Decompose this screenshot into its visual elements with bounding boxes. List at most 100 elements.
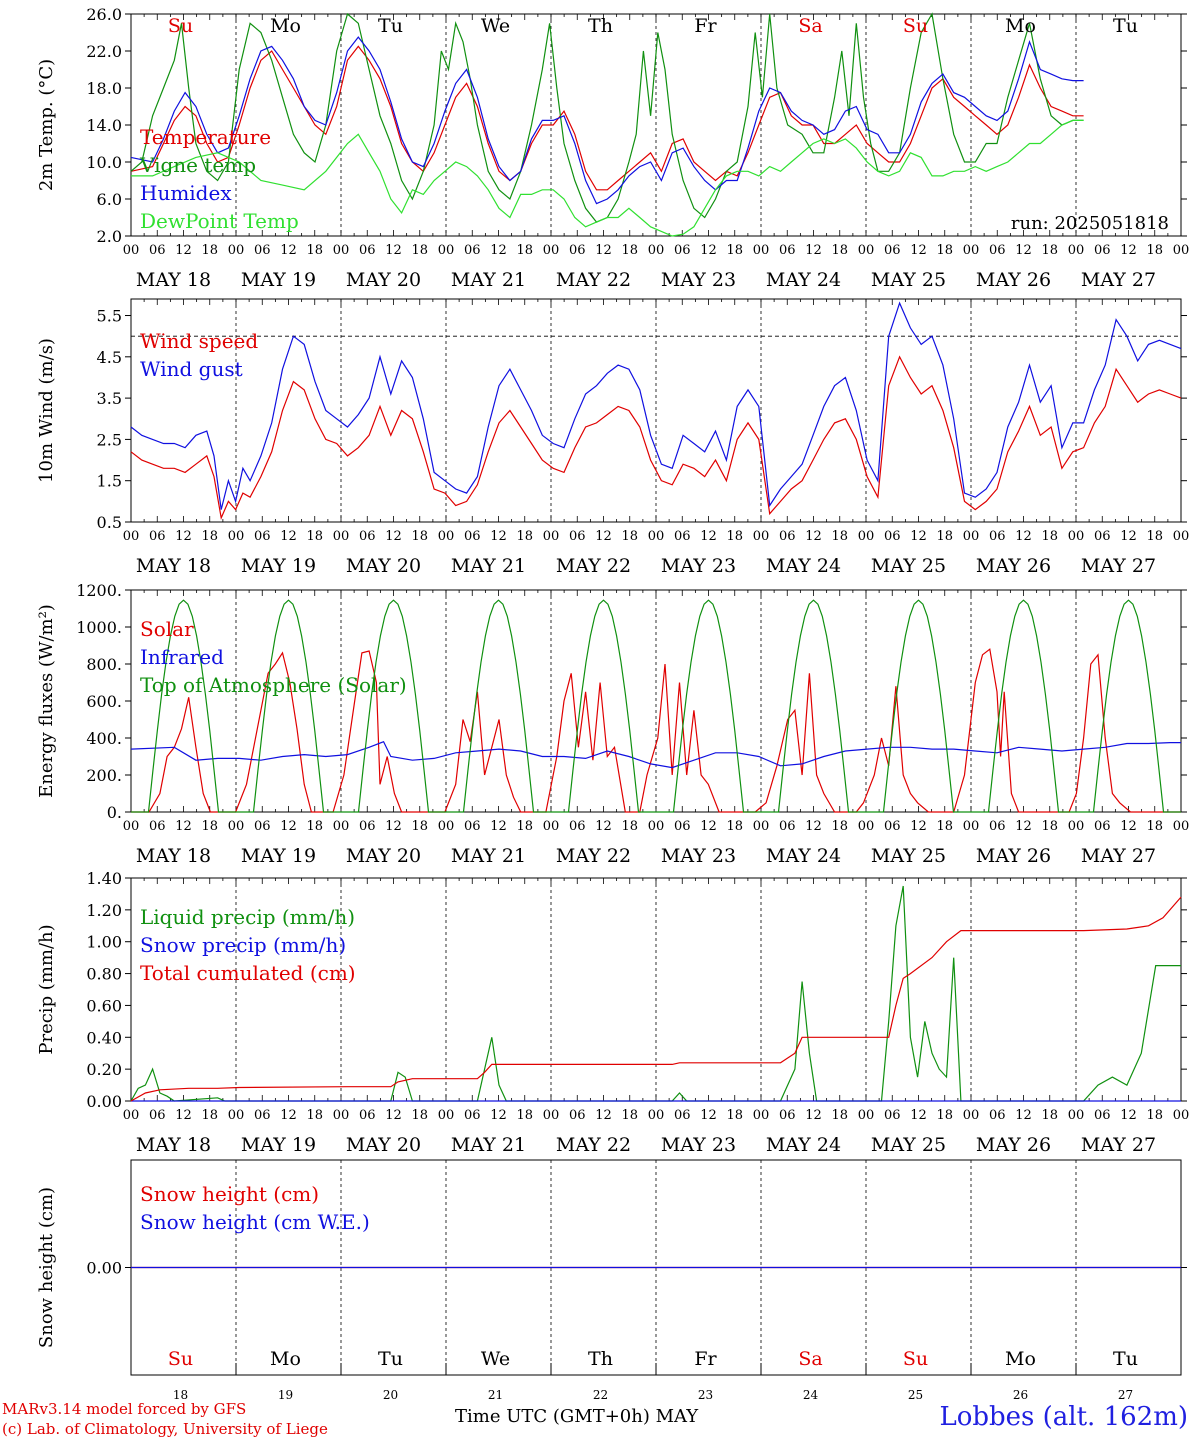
hour-tick-label: 06 [359, 819, 376, 834]
hour-tick-label: 12 [280, 1108, 297, 1123]
legend-entry: Wind speed [140, 329, 258, 353]
hour-tick-label: 18 [1041, 819, 1058, 834]
hour-tick-label: 06 [464, 243, 481, 258]
hour-tick-label: 18 [1146, 819, 1163, 834]
hour-tick-label: 06 [359, 529, 376, 544]
hour-tick-label: 00 [963, 819, 980, 834]
y-tick-label: 3.5 [97, 389, 122, 408]
hour-tick-label: 12 [700, 529, 717, 544]
y-tick-label: 1.5 [97, 472, 122, 491]
y-tick-label: 5.5 [97, 307, 122, 326]
hour-tick-label: 18 [411, 819, 428, 834]
hour-tick-label: 00 [1173, 819, 1190, 834]
hour-tick-label: 06 [569, 819, 586, 834]
hour-tick-label: 12 [910, 1108, 927, 1123]
date-label: MAY 27 [1081, 845, 1156, 867]
legend-entry: Liquid precip (mm/h) [140, 905, 355, 929]
hour-tick-label: 18 [1146, 529, 1163, 544]
hour-tick-label: 12 [1120, 243, 1137, 258]
lab-credit: (c) Lab. of Climatology, University of L… [2, 1420, 328, 1438]
date-label: MAY 23 [661, 1134, 736, 1156]
hour-tick-label: 12 [175, 529, 192, 544]
hour-tick-label: 12 [595, 243, 612, 258]
date-label: MAY 25 [871, 1134, 946, 1156]
date-label: MAY 21 [451, 1134, 526, 1156]
y-tick-label: 4.5 [97, 348, 122, 367]
panel-3: 0. 200. 400. 600. 800. 1000. 1200. Energy fluxe… [36, 581, 1189, 867]
hour-tick-label: 12 [595, 529, 612, 544]
hour-tick-label: 18 [1146, 1108, 1163, 1123]
hour-tick-label: 06 [1094, 819, 1111, 834]
y-tick-label: 0.00 [86, 1259, 122, 1278]
hour-tick-label: 18 [621, 243, 638, 258]
hour-tick-label: 18 [516, 819, 533, 834]
y-axis-title: Precip (mm/h) [36, 924, 57, 1054]
date-label: MAY 27 [1081, 555, 1156, 577]
date-label: MAY 26 [976, 845, 1051, 867]
date-label: MAY 20 [346, 845, 421, 867]
hour-tick-label: 12 [175, 243, 192, 258]
hour-tick-label: 00 [438, 243, 455, 258]
hour-tick-label: 06 [464, 819, 481, 834]
hour-tick-label: 12 [385, 529, 402, 544]
hour-tick-label: 06 [674, 243, 691, 258]
day-number: 18 [173, 1388, 188, 1402]
hour-tick-label: 12 [1015, 819, 1032, 834]
hour-tick-label: 00 [753, 529, 770, 544]
hour-tick-label: 06 [884, 243, 901, 258]
date-label: MAY 24 [766, 845, 841, 867]
day-abbrev: Th [588, 1348, 613, 1370]
day-abbrev: Mo [1005, 1348, 1036, 1370]
hour-tick-label: 06 [674, 819, 691, 834]
hour-tick-label: 06 [884, 819, 901, 834]
y-axis-title: 10m Wind (m/s) [36, 338, 57, 483]
date-label: MAY 24 [766, 555, 841, 577]
date-label: MAY 18 [136, 1134, 211, 1156]
y-tick-label: 2.5 [97, 430, 122, 449]
y-axis-title: Snow height (cm) [36, 1187, 57, 1348]
legend-entry: Infrared [140, 645, 224, 669]
hour-tick-label: 00 [543, 819, 560, 834]
hour-tick-label: 00 [1173, 1108, 1190, 1123]
hour-tick-label: 06 [1094, 1108, 1111, 1123]
hour-tick-label: 06 [254, 819, 271, 834]
date-label: MAY 22 [556, 845, 631, 867]
day-number: 23 [698, 1388, 713, 1402]
date-label: MAY 27 [1081, 269, 1156, 291]
y-tick-label: 1.20 [86, 901, 122, 920]
hour-tick-label: 12 [280, 529, 297, 544]
date-label: MAY 22 [556, 555, 631, 577]
hour-tick-label: 12 [1120, 1108, 1137, 1123]
hour-tick-label: 12 [910, 819, 927, 834]
date-label: MAY 21 [451, 845, 526, 867]
hour-tick-label: 18 [726, 1108, 743, 1123]
date-label: MAY 23 [661, 555, 736, 577]
day-abbrev: Sa [798, 1348, 822, 1370]
panel-5: 0.00 Snow height (cm) Snow height (cm) Snow… [36, 1159, 1187, 1402]
hour-tick-label: 12 [1015, 529, 1032, 544]
date-label: MAY 19 [241, 1134, 316, 1156]
date-label: MAY 21 [451, 269, 526, 291]
hour-tick-label: 12 [700, 243, 717, 258]
hour-tick-label: 06 [149, 243, 166, 258]
hour-tick-label: 06 [149, 529, 166, 544]
day-abbrev: Su [168, 15, 193, 37]
y-tick-label: 14.0 [86, 116, 122, 135]
y-tick-label: 10.0 [86, 153, 122, 172]
hour-tick-label: 12 [1015, 243, 1032, 258]
day-abbrev: Fr [694, 1348, 717, 1370]
hour-tick-label: 00 [648, 243, 665, 258]
series-line [130, 355, 1182, 520]
hour-tick-label: 12 [490, 529, 507, 544]
hour-tick-label: 18 [621, 529, 638, 544]
hour-tick-label: 06 [464, 1108, 481, 1123]
hour-tick-label: 00 [648, 529, 665, 544]
hour-tick-label: 00 [543, 243, 560, 258]
day-abbrev: Su [903, 1348, 928, 1370]
hour-tick-label: 06 [569, 243, 586, 258]
date-label: MAY 18 [136, 555, 211, 577]
panel-2: 0.5 1.5 2.5 3.5 4.5 5.5 10m Wind (m/s) Wind spe… [36, 298, 1189, 577]
day-abbrev: Th [588, 15, 613, 37]
station-label: Lobbes (alt. 162m) [939, 1402, 1188, 1432]
hour-tick-label: 12 [1015, 1108, 1032, 1123]
